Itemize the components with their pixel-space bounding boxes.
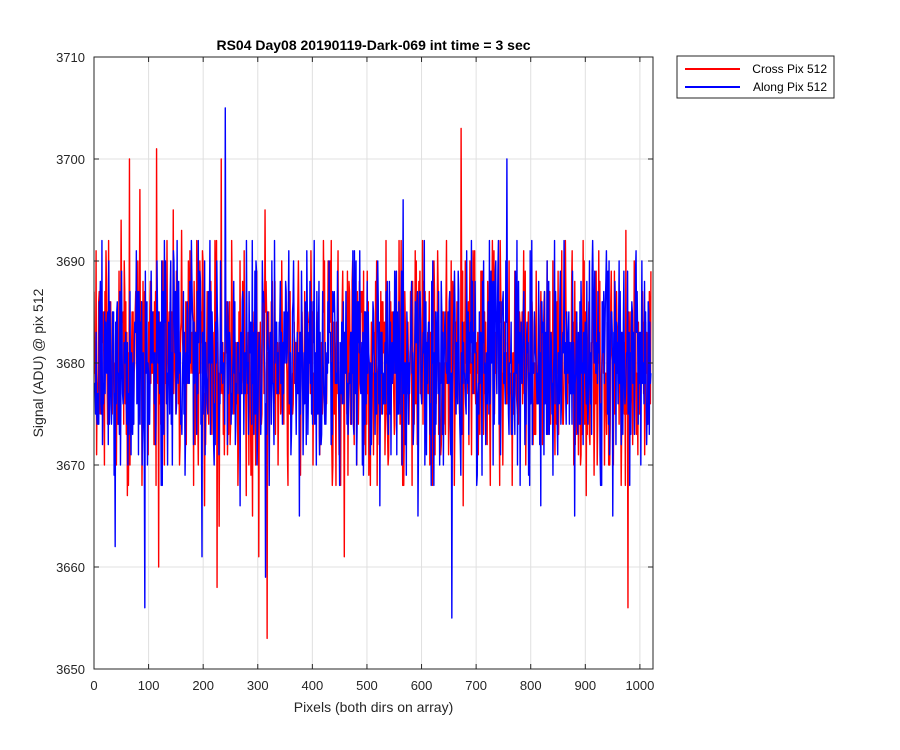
x-tick-label: 400 (302, 678, 324, 693)
x-tick-label: 600 (411, 678, 433, 693)
x-tick-label: 500 (356, 678, 378, 693)
legend-label-cross: Cross Pix 512 (752, 62, 827, 76)
x-tick-label: 700 (465, 678, 487, 693)
y-tick-label: 3670 (56, 458, 85, 473)
y-tick-label: 3710 (56, 50, 85, 65)
x-tick-label: 900 (574, 678, 596, 693)
y-tick-label: 3700 (56, 152, 85, 167)
y-tick-label: 3660 (56, 560, 85, 575)
x-tick-label: 200 (192, 678, 214, 693)
x-tick-label: 300 (247, 678, 269, 693)
chart-title: RS04 Day08 20190119-Dark-069 int time = … (216, 37, 530, 53)
y-tick-label: 3650 (56, 662, 85, 677)
legend-label-along: Along Pix 512 (753, 80, 827, 94)
series-group (94, 107, 652, 640)
y-tick-label: 3680 (56, 356, 85, 371)
x-tick-label: 100 (138, 678, 160, 693)
y-tick-label: 3690 (56, 254, 85, 269)
y-axis-label: Signal (ADU) @ pix 512 (30, 288, 46, 437)
x-axis-label: Pixels (both dirs on array) (294, 699, 454, 715)
x-tick-label: 0 (90, 678, 97, 693)
x-tick-label: 1000 (625, 678, 654, 693)
legend-box (676, 55, 835, 99)
series-line-along (94, 107, 652, 619)
x-tick-label: 800 (520, 678, 542, 693)
legend: Cross Pix 512 Along Pix 512 (676, 55, 835, 99)
axis-ticks: 0 100 200 300 400 500 600 700 800 900 1000 3650 3660… (56, 50, 654, 693)
